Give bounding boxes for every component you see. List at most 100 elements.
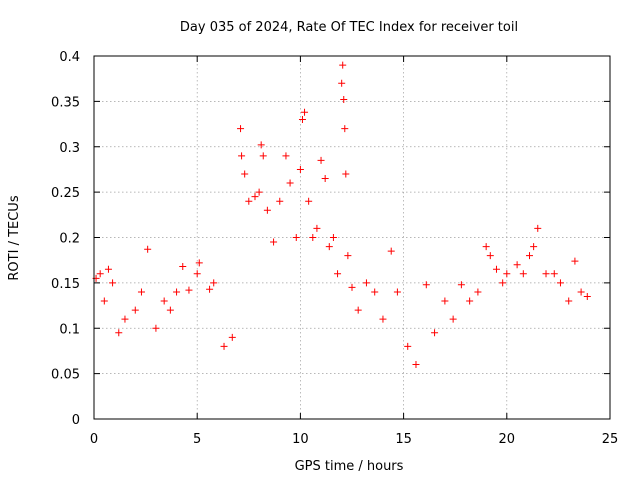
data-point	[404, 342, 412, 350]
data-point	[228, 333, 236, 341]
data-point	[301, 108, 309, 116]
data-point	[241, 170, 249, 178]
data-point	[317, 156, 325, 164]
data-point	[362, 279, 370, 287]
data-point	[259, 152, 267, 160]
data-point	[152, 324, 160, 332]
data-point	[341, 125, 349, 133]
x-axis-label: GPS time / hours	[295, 459, 404, 474]
x-tick-label: 20	[499, 432, 516, 447]
data-point	[482, 243, 490, 251]
data-point	[340, 96, 348, 104]
data-point	[96, 270, 104, 278]
data-point	[131, 306, 139, 314]
x-tick-label: 0	[90, 432, 98, 447]
data-point	[115, 329, 123, 337]
data-point	[104, 265, 112, 273]
data-point	[513, 261, 521, 269]
data-point	[185, 286, 193, 294]
data-point	[542, 270, 550, 278]
data-point	[220, 342, 228, 350]
data-point	[449, 315, 457, 323]
data-point	[412, 361, 420, 369]
data-point	[296, 165, 304, 173]
data-point	[379, 315, 387, 323]
data-point	[474, 288, 482, 296]
data-point	[257, 141, 265, 149]
data-points	[92, 61, 591, 369]
data-point	[263, 206, 271, 214]
x-tick-label: 5	[193, 432, 201, 447]
chart-title: Day 035 of 2024, Rate Of TEC Index for r…	[180, 20, 518, 35]
data-point	[499, 279, 507, 287]
data-point	[577, 288, 585, 296]
y-tick-label: 0.4	[59, 50, 80, 65]
data-point	[137, 288, 145, 296]
x-tick-label: 15	[395, 432, 412, 447]
data-point	[583, 292, 591, 300]
data-point	[121, 315, 129, 323]
data-point	[344, 252, 352, 260]
data-point	[519, 270, 527, 278]
grid	[94, 56, 610, 419]
data-point	[354, 306, 362, 314]
data-point	[144, 245, 152, 253]
data-point	[195, 259, 203, 267]
y-tick-label: 0.35	[51, 95, 80, 110]
data-point	[286, 179, 294, 187]
data-point	[160, 297, 168, 305]
y-tick-label: 0.1	[59, 322, 80, 337]
data-point	[526, 252, 534, 260]
y-axis: 0 0.05 0.1 0.15 0.2 0.25 0.3 0.35 0.4	[51, 50, 610, 428]
data-point	[305, 197, 313, 205]
data-point	[565, 297, 573, 305]
data-point	[393, 288, 401, 296]
data-point	[298, 116, 306, 124]
data-point	[255, 188, 263, 196]
data-point	[329, 234, 337, 241]
data-point	[556, 279, 564, 287]
data-point	[492, 265, 500, 273]
data-point	[238, 152, 246, 160]
y-tick-label: 0.05	[51, 368, 80, 383]
data-point	[342, 170, 350, 178]
x-axis: 0 5 10 15 20 25	[90, 56, 618, 447]
data-point	[503, 270, 511, 278]
data-point	[309, 234, 317, 241]
data-point	[166, 306, 174, 314]
data-point	[251, 193, 259, 201]
data-point	[325, 243, 333, 251]
data-point	[237, 125, 245, 133]
y-tick-label: 0.15	[51, 277, 80, 292]
data-point	[173, 288, 181, 296]
data-point	[387, 247, 395, 255]
data-point	[100, 297, 108, 305]
y-tick-label: 0.2	[59, 232, 80, 247]
data-point	[441, 297, 449, 305]
data-point	[534, 224, 542, 232]
y-tick-label: 0.25	[51, 186, 80, 201]
x-tick-label: 25	[602, 432, 619, 447]
data-point	[338, 79, 346, 87]
data-point	[193, 270, 201, 278]
data-point	[245, 197, 253, 205]
data-point	[530, 243, 538, 251]
data-point	[109, 279, 117, 287]
data-point	[210, 279, 218, 287]
data-point	[334, 270, 342, 278]
data-point	[282, 152, 290, 160]
data-point	[348, 283, 356, 291]
x-tick-label: 10	[292, 432, 309, 447]
data-point	[457, 281, 465, 289]
y-tick-label: 0	[72, 413, 80, 428]
data-point	[276, 197, 284, 205]
data-point	[292, 234, 300, 241]
data-point	[270, 238, 278, 246]
data-point	[179, 263, 187, 271]
data-point	[422, 281, 430, 289]
data-point	[321, 175, 329, 183]
data-point	[550, 270, 558, 278]
data-point	[571, 257, 579, 265]
data-point	[371, 288, 379, 296]
